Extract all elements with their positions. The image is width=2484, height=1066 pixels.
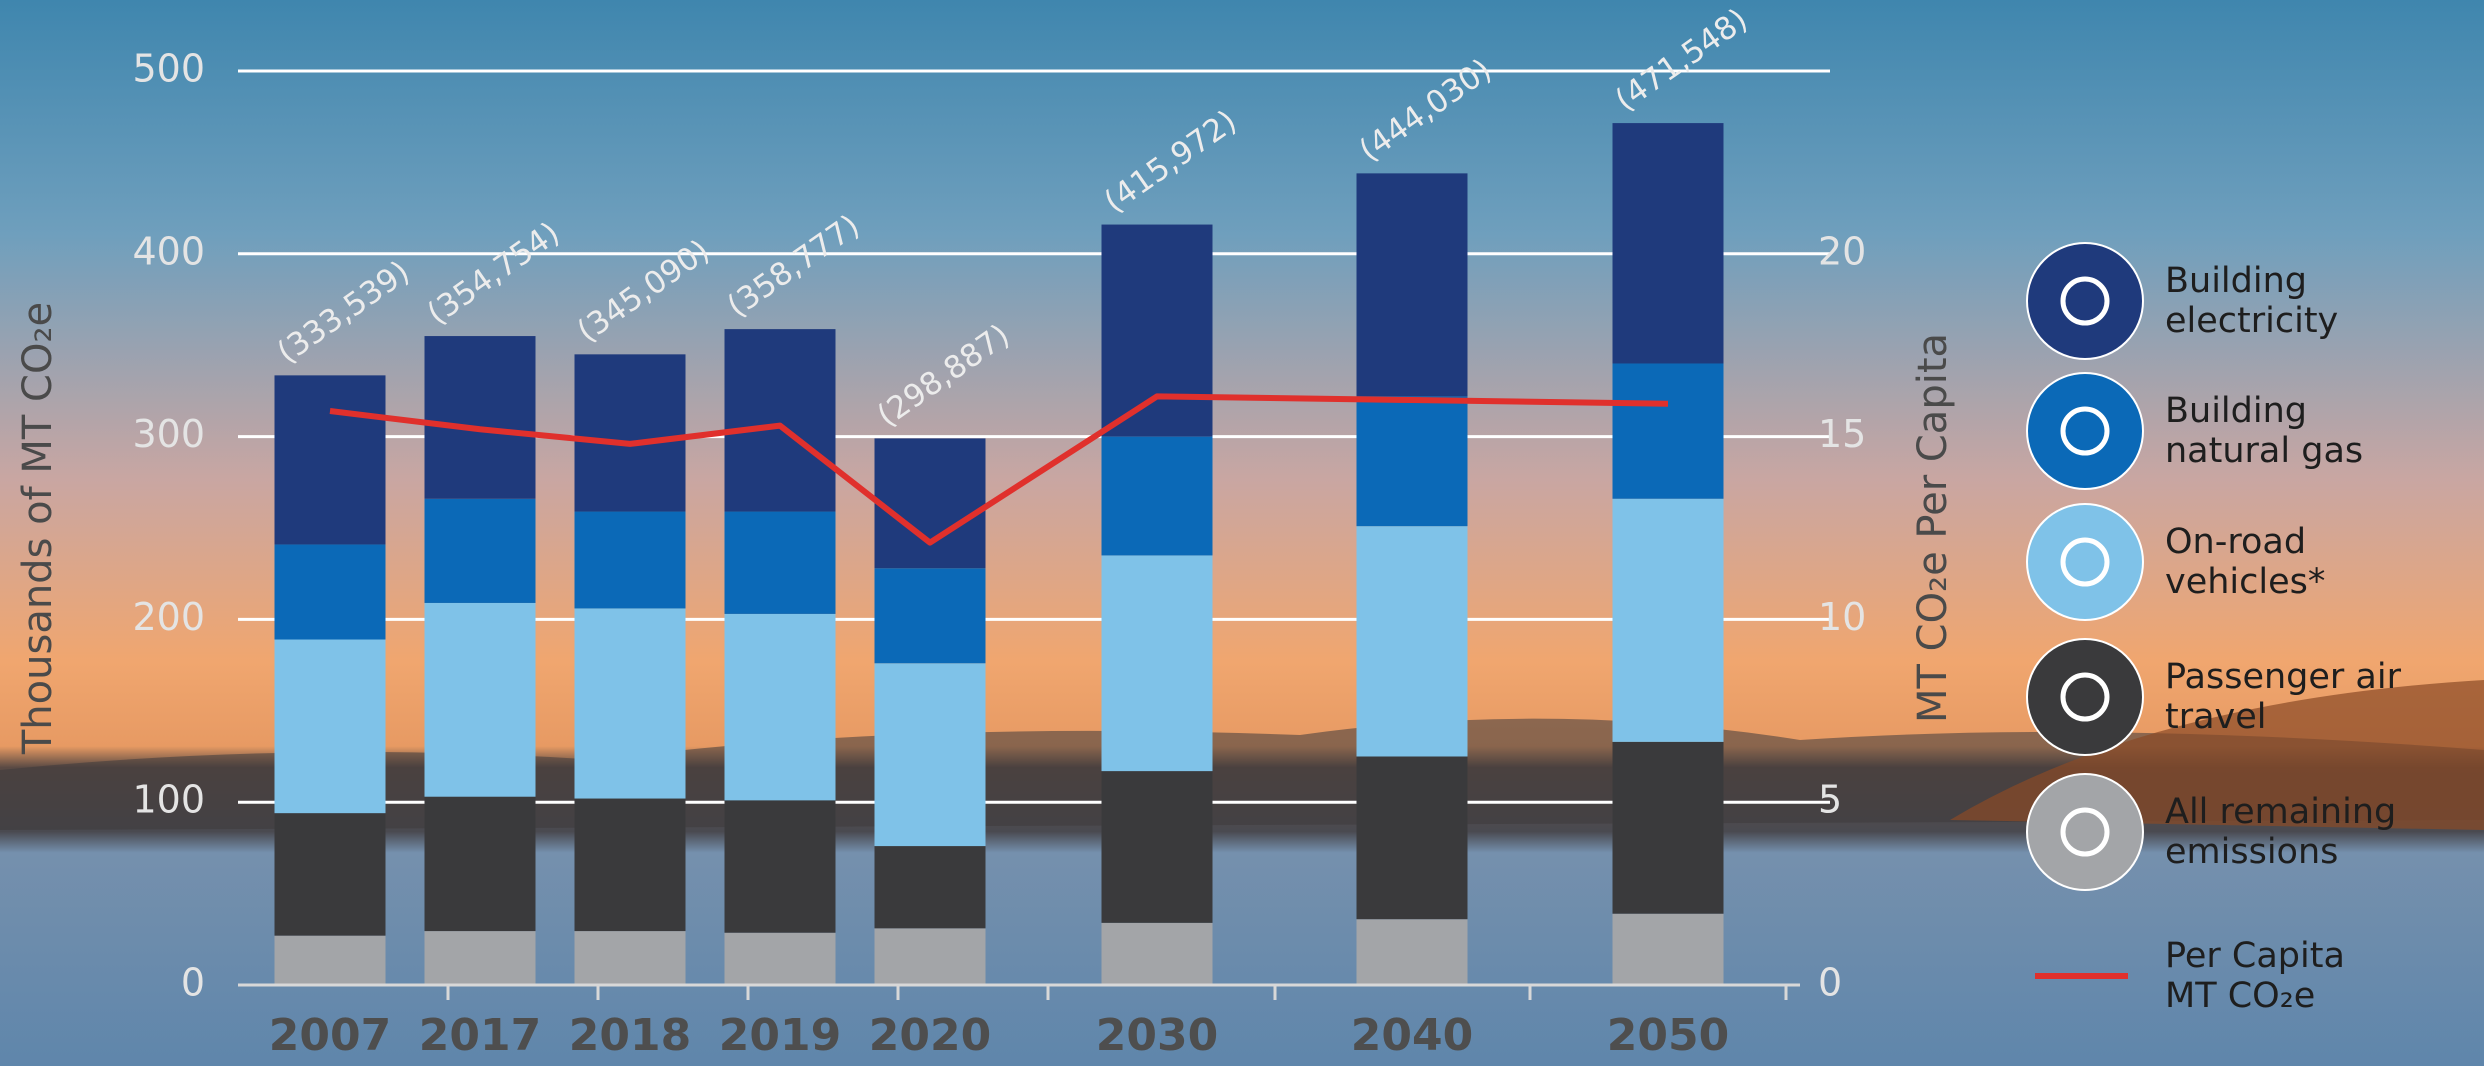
x-tick-label: 2019	[719, 1010, 841, 1061]
bar-segment	[724, 932, 836, 985]
y2-tick-label: 20	[1818, 229, 1866, 273]
y2-tick-label: 10	[1818, 595, 1866, 639]
bar-segment	[574, 511, 686, 609]
bar-segment	[874, 663, 986, 847]
y2-tick-label: 5	[1818, 778, 1842, 822]
bar-segment	[274, 544, 386, 640]
y2-axis-title: MT CO₂e Per Capita	[1910, 333, 1956, 723]
bar-segment	[1101, 224, 1213, 437]
bar-segment	[724, 613, 836, 801]
bar-segment	[424, 931, 536, 985]
bar-segment	[274, 375, 386, 545]
legend-icon-glyph	[2060, 406, 2110, 456]
bar-segment	[1356, 396, 1468, 527]
legend-icon-glyph	[2060, 276, 2110, 326]
y-tick-label: 200	[132, 595, 205, 639]
bar-segment	[574, 798, 686, 932]
bar-segment	[574, 608, 686, 799]
bar-segment	[1101, 922, 1213, 985]
bar-segment	[724, 800, 836, 933]
bar-segment	[424, 602, 536, 797]
legend-label: Passenger air travel	[2165, 657, 2401, 737]
bar-segment	[1101, 555, 1213, 772]
bar-segment	[1101, 771, 1213, 923]
x-tick-label: 2007	[269, 1010, 391, 1061]
legend-icon	[2026, 503, 2144, 621]
legend-icon-glyph	[2060, 537, 2110, 587]
bar-segment	[874, 846, 986, 929]
bar-segment	[724, 511, 836, 614]
legend-icon	[2026, 372, 2144, 490]
bar-segment	[274, 935, 386, 985]
bar-segment	[724, 329, 836, 512]
bar-segment	[1612, 913, 1724, 985]
y-axis-title: Thousands of MT CO₂e	[15, 302, 61, 755]
bar-segment	[424, 336, 536, 499]
bar-segment	[424, 498, 536, 603]
bar-segment	[1612, 741, 1724, 914]
legend-label: On-road vehicles*	[2165, 522, 2326, 602]
legend-icon-glyph	[2060, 672, 2110, 722]
legend-icon	[2026, 638, 2144, 756]
bar-segment	[1612, 363, 1724, 499]
bar-segment	[874, 568, 986, 664]
y2-tick-label: 0	[1818, 961, 1842, 1005]
bar-segment	[874, 928, 986, 985]
bar-segment	[1356, 173, 1468, 397]
y2-tick-label: 15	[1818, 412, 1866, 456]
x-tick-label: 2030	[1096, 1010, 1218, 1061]
y-tick-label: 500	[132, 47, 205, 91]
bar-segment	[1612, 498, 1724, 742]
y-tick-label: 100	[132, 778, 205, 822]
legend-label: Building electricity	[2165, 261, 2339, 341]
x-tick-label: 2017	[419, 1010, 541, 1061]
bar-segment	[574, 354, 686, 512]
per-capita-line	[329, 393, 1669, 546]
bar-segment	[1356, 919, 1468, 985]
legend-icon-glyph	[2060, 807, 2110, 857]
legend-label: Per Capita MT CO₂e	[2165, 936, 2345, 1016]
bar-segment	[1356, 526, 1468, 757]
bar-segment	[874, 438, 986, 569]
legend-icon	[2026, 242, 2144, 360]
x-tick-label: 2050	[1607, 1010, 1729, 1061]
y-tick-label: 400	[132, 229, 205, 273]
y-tick-label: 300	[132, 412, 205, 456]
bar-segment	[274, 639, 386, 814]
x-tick-label: 2020	[869, 1010, 991, 1061]
bar-segment	[1101, 436, 1213, 556]
bar-segment	[1612, 123, 1724, 364]
legend-icon	[2026, 773, 2144, 891]
legend-label: All remaining emissions	[2165, 792, 2397, 872]
bar-segment	[574, 931, 686, 985]
legend-label: Building natural gas	[2165, 391, 2364, 471]
y-tick-label: 0	[181, 961, 205, 1005]
x-tick-label: 2018	[569, 1010, 691, 1061]
bar-segment	[1356, 756, 1468, 920]
x-tick-label: 2040	[1351, 1010, 1473, 1061]
bar-segment	[274, 813, 386, 936]
bar-segment	[424, 796, 536, 932]
